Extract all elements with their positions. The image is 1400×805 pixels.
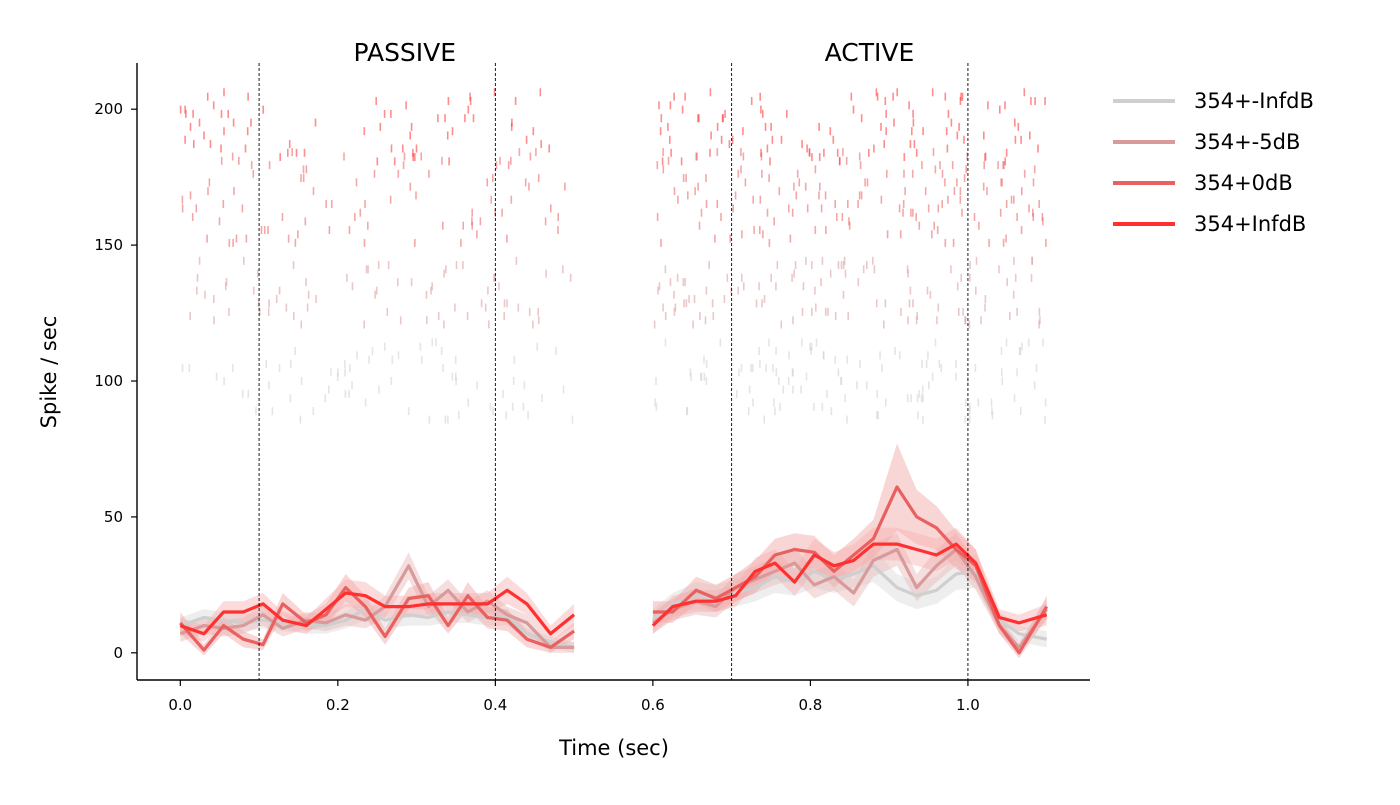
y-tick-label: 100 xyxy=(94,372,123,390)
legend-entry-label: 354+-InfdB xyxy=(1194,89,1314,113)
error-band xyxy=(652,533,1047,653)
series-line xyxy=(179,585,576,652)
error-band xyxy=(180,574,575,656)
x-tick-label: 0.4 xyxy=(483,696,507,714)
x-axis-label: Time (sec) xyxy=(558,736,669,760)
axes-layer: 0.0 0.2 0.4 0.6 0.8 1.0 0 50 100 150 200 xyxy=(94,63,1090,714)
x-tick-label: 1.0 xyxy=(956,696,980,714)
series-line xyxy=(179,564,575,650)
panel-title: ACTIVE xyxy=(825,38,915,67)
y-tick-label: 50 xyxy=(104,508,123,526)
x-tick-label: 0.2 xyxy=(326,696,350,714)
y-tick-label: 200 xyxy=(94,100,123,118)
y-axis-label: Spike / sec xyxy=(37,316,61,429)
series-line xyxy=(651,547,1048,650)
y-tick-label: 0 xyxy=(113,644,123,662)
x-tick-label: 0.6 xyxy=(641,696,665,714)
x-tick-label: 0.0 xyxy=(168,696,192,714)
series-line xyxy=(179,588,576,636)
error-band xyxy=(652,443,1047,659)
error-band xyxy=(180,598,575,653)
legend-entry-label: 354+InfdB xyxy=(1194,212,1306,236)
stimulus-marker-layer xyxy=(258,63,969,680)
legend-entry-label: 354+-5dB xyxy=(1194,130,1300,154)
raster-layer xyxy=(179,88,1047,424)
x-tick-label: 0.8 xyxy=(798,696,822,714)
y-tick-label: 150 xyxy=(94,236,123,254)
series-line-layer xyxy=(179,485,1049,655)
legend: 354+-InfdB 354+-5dB 354+0dB 354+InfdB xyxy=(1113,89,1314,236)
error-band xyxy=(652,549,1047,648)
panel-title: PASSIVE xyxy=(353,38,456,67)
legend-entry-label: 354+0dB xyxy=(1194,171,1293,195)
series-line xyxy=(651,542,1048,627)
panel-title-layer: PASSIVE ACTIVE xyxy=(353,38,914,67)
